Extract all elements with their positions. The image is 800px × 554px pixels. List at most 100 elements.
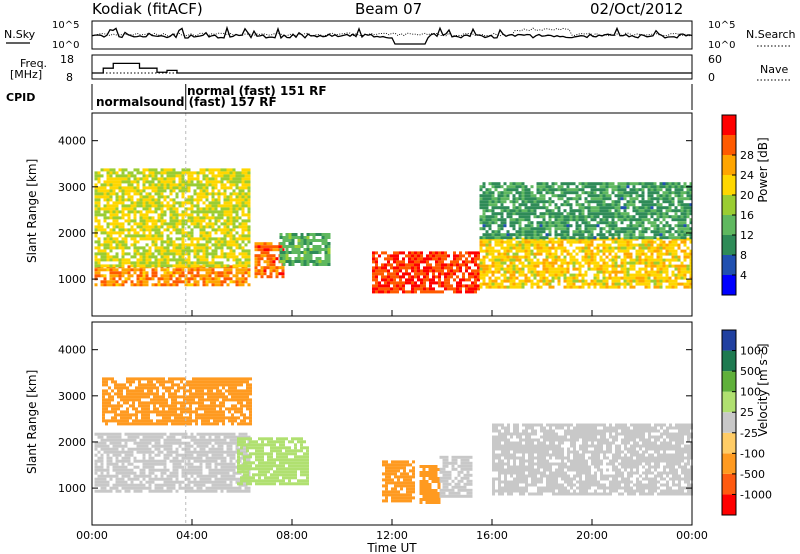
power-cell-6 [677,185,681,189]
power-cell-0 [217,271,221,275]
power-cell-5 [674,249,678,253]
power-cell-6 [524,227,528,231]
power-cell-0 [163,277,167,281]
power-cell-6 [551,221,555,225]
power-cell-1 [229,168,233,172]
power-cell-5 [671,273,675,277]
power-cell-4 [414,263,417,267]
power-cell-4 [462,263,465,267]
power-cell-1 [112,231,116,235]
power-cell-1 [160,189,164,193]
power-cell-1 [109,264,113,268]
power-cell-4 [435,257,438,261]
power-cell-1 [232,255,236,259]
velocity-cell-0 [229,447,233,451]
velocity-cell-0 [106,474,110,478]
power-cell-6 [683,212,687,216]
power-cell-6 [557,215,561,219]
power-cell-1 [220,243,224,247]
power-cell-3 [291,248,295,251]
power-cell-6 [596,233,600,237]
power-cell-4 [384,266,387,270]
power-cell-1 [208,225,212,229]
velocity-cell-0 [145,432,149,436]
power-cell-1 [166,171,170,175]
power-cell-4 [396,263,399,267]
power-cell-1 [136,192,140,196]
power-cell-6 [503,197,507,201]
power-cell-1 [145,174,149,178]
velocity-cell-0 [226,462,230,466]
power-cell-5 [638,279,642,283]
power-cell-5 [584,255,588,259]
power-cell-6 [611,188,615,192]
power-cell-2 [263,251,267,255]
power-cell-1 [112,258,116,262]
velocity-cell-0 [154,438,158,442]
power-cell-4 [435,263,438,267]
power-cell-0 [223,268,227,272]
power-cell-1 [190,261,194,265]
power-cell-5 [647,255,651,259]
power-cell-1 [202,192,206,196]
power-cell-1 [157,264,161,268]
power-cell-5 [494,279,498,283]
power-cell-6 [566,221,570,225]
power-cell-6 [590,236,594,240]
power-cell-1 [223,207,227,211]
power-cell-6 [566,230,570,234]
power-cell-6 [629,197,633,201]
power-cell-1 [187,255,191,259]
velocity-cell-0 [202,483,206,487]
power-cell-1 [106,207,110,211]
power-cell-6 [545,185,549,189]
power-cell-1 [235,186,239,190]
power-cell-6 [635,236,639,240]
velocity-cell-0 [121,450,125,454]
power-cell-0 [187,271,191,275]
power-cell-6 [545,182,549,186]
power-cell-6 [491,185,495,189]
power-cell-0 [142,283,146,287]
power-cell-1 [223,255,227,259]
power-cell-1 [109,183,113,187]
power-cell-5 [605,276,609,280]
velocity-cell-0 [184,456,188,460]
power-cell-6 [596,194,600,198]
power-cell-5 [632,246,636,250]
power-cell-5 [575,240,579,244]
power-cell-4 [441,263,444,267]
power-cell-2 [278,272,282,276]
power-cell-1 [172,189,176,193]
power-cell-0 [103,283,107,287]
power-cell-2 [263,266,267,270]
power-cell-6 [578,215,582,219]
power-cell-6 [503,209,507,213]
power-cell-1 [238,171,242,175]
power-cell-1 [124,228,128,232]
power-cell-6 [587,191,591,195]
power-cell-6 [611,200,615,204]
power-cell-1 [211,264,215,268]
power-cell-1 [151,189,155,193]
power-cell-6 [656,218,660,222]
power-cell-1 [175,192,179,196]
power-cell-4 [387,275,390,279]
power-cell-1 [211,228,215,232]
velocity-cell-0 [100,471,104,475]
power-cell-4 [390,257,393,261]
power-cell-5 [542,249,546,253]
power-cell-6 [548,197,552,201]
power-cell-1 [187,225,191,229]
power-cell-1 [208,234,212,238]
power-cell-4 [462,260,465,264]
velocity-cell-0 [208,465,212,469]
power-cell-3 [294,245,298,248]
power-cell-4 [411,287,414,291]
power-cell-1 [241,255,245,259]
velocity-cell-0 [118,480,122,484]
power-cell-3 [306,251,310,254]
power-cell-6 [494,197,498,201]
power-cell-1 [226,252,230,256]
power-cell-0 [235,280,239,284]
